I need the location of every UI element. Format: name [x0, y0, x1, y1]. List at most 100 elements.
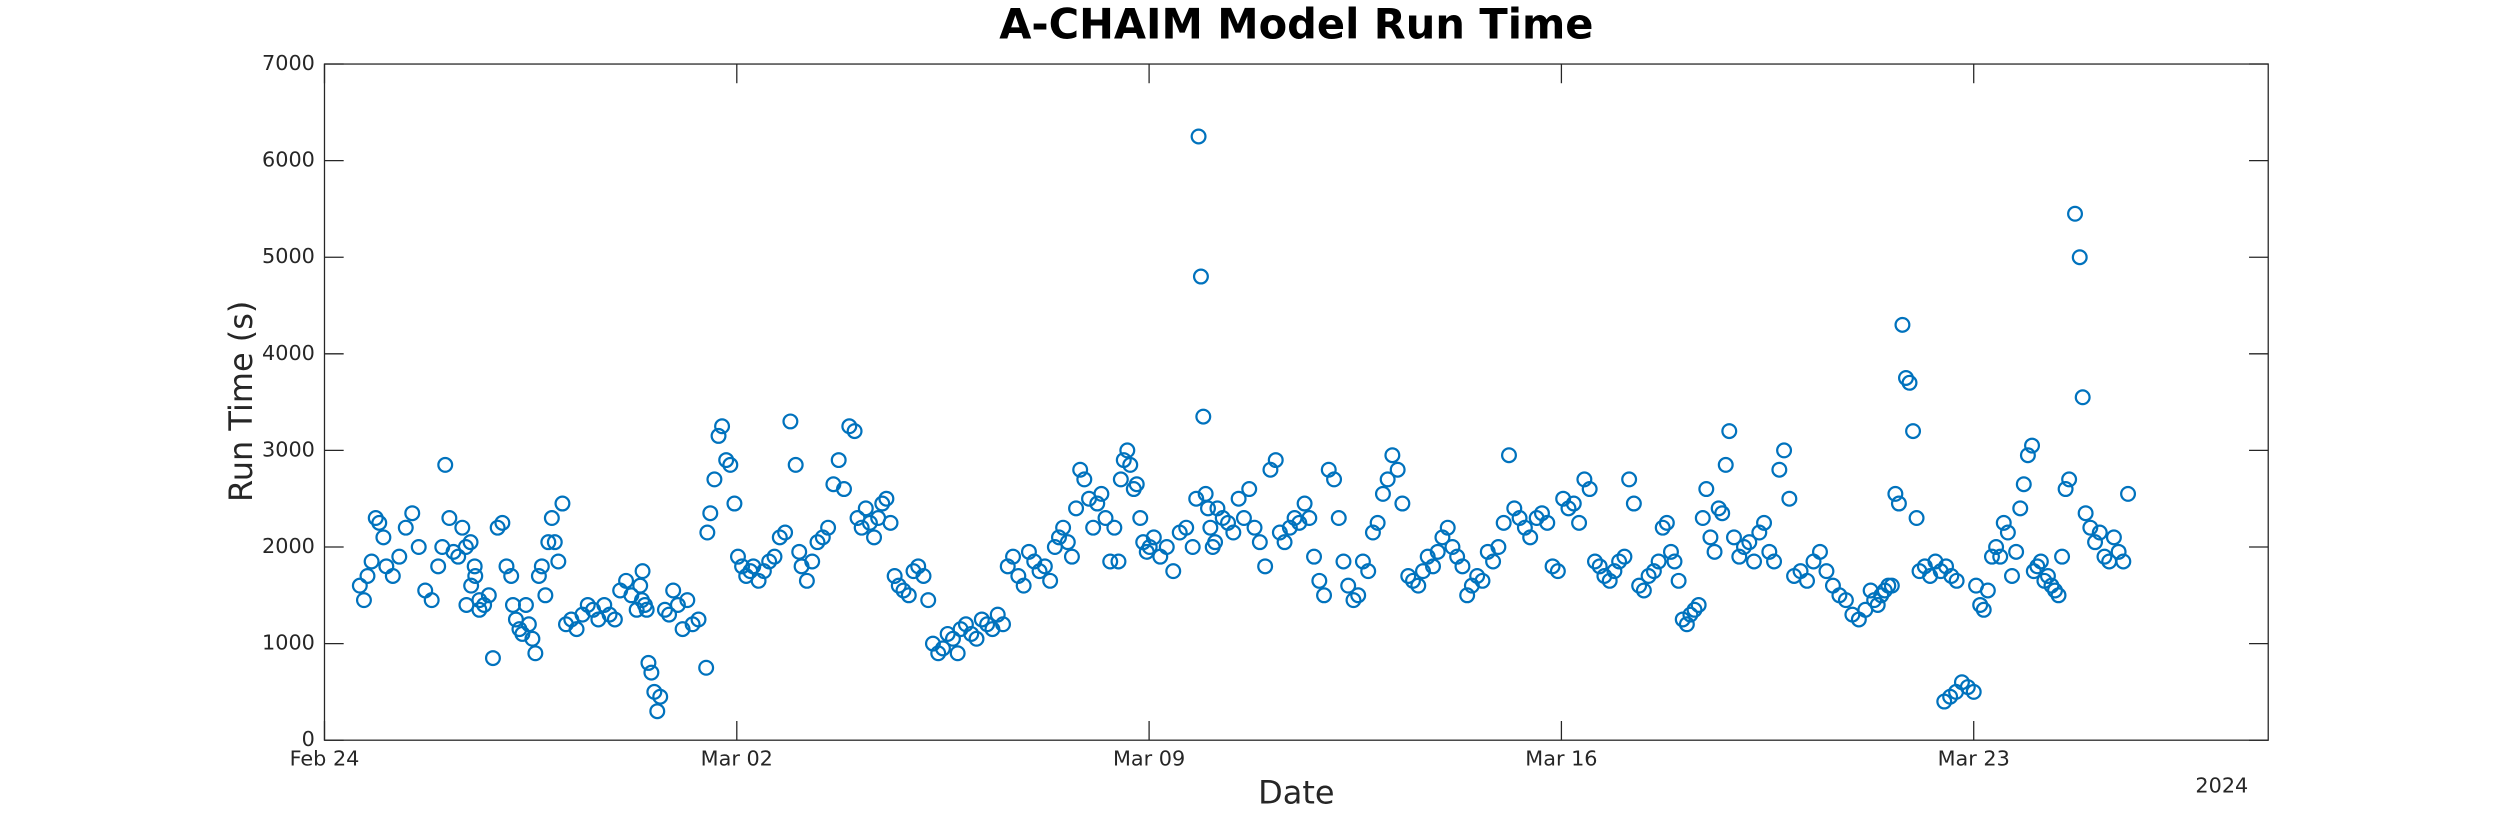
data-point	[1444, 539, 1461, 555]
data-point	[450, 548, 467, 565]
data-point	[1983, 548, 2000, 565]
data-point	[1490, 539, 1507, 555]
data-point	[1698, 481, 1715, 498]
data-point	[1901, 374, 1918, 391]
data-point	[1439, 519, 1456, 536]
data-point	[1611, 553, 1628, 570]
data-point	[1178, 519, 1195, 536]
data-point	[710, 427, 727, 444]
data-point	[2067, 205, 2084, 222]
data-point	[1165, 563, 1182, 580]
data-point	[1725, 529, 1742, 546]
data-point	[1905, 423, 1922, 440]
data-point	[1591, 558, 1608, 575]
data-point	[1751, 524, 1768, 541]
data-point	[1271, 524, 1288, 541]
data-point	[699, 524, 716, 541]
data-point	[886, 567, 903, 584]
data-point	[355, 592, 372, 609]
y-axis-label: Run Time (s)	[222, 301, 260, 502]
data-point	[530, 567, 547, 584]
data-point	[1132, 510, 1149, 527]
data-point	[579, 596, 596, 613]
data-point	[1771, 461, 1788, 478]
y-tick-label: 4000	[262, 341, 315, 365]
data-point	[606, 611, 623, 628]
data-point	[1544, 558, 1561, 575]
data-point	[2110, 543, 2127, 560]
data-point	[1145, 529, 1162, 546]
data-point	[1625, 495, 1642, 512]
data-point	[1251, 534, 1268, 551]
data-point	[920, 592, 937, 609]
data-point	[652, 688, 669, 705]
data-point	[853, 519, 870, 536]
data-point	[1645, 563, 1662, 580]
x-axis-year: 2024	[2195, 774, 2248, 798]
data-point	[679, 592, 696, 609]
data-point	[2120, 485, 2137, 502]
data-point	[930, 645, 947, 662]
data-point	[1581, 481, 1598, 498]
data-point	[1192, 268, 1209, 285]
data-point	[1522, 529, 1539, 546]
data-point	[1596, 567, 1613, 584]
y-tick-label: 7000	[262, 51, 315, 75]
data-point	[2019, 447, 2036, 464]
data-point	[718, 452, 735, 469]
data-point	[1943, 567, 1960, 584]
data-point	[2061, 471, 2078, 488]
data-point	[1616, 548, 1633, 565]
data-point	[1015, 577, 1032, 594]
data-point	[777, 524, 794, 541]
data-point	[634, 563, 651, 580]
data-point	[437, 456, 454, 473]
data-point	[520, 616, 537, 633]
data-point	[1894, 316, 1911, 333]
data-point	[1410, 577, 1427, 594]
data-point	[466, 558, 483, 575]
data-point	[1400, 567, 1417, 584]
data-point	[2082, 519, 2099, 536]
data-point	[2004, 567, 2020, 584]
data-point	[423, 592, 440, 609]
data-point	[2096, 548, 2113, 565]
data-point	[1360, 563, 1377, 580]
x-tick-label: Mar 09	[1113, 746, 1185, 770]
data-point	[1640, 567, 1657, 584]
data-point	[1469, 567, 1486, 584]
data-point	[476, 596, 493, 613]
data-point	[841, 418, 858, 435]
data-point	[1128, 476, 1145, 493]
data-point	[1246, 519, 1263, 536]
data-point	[1799, 572, 1816, 589]
data-point	[638, 601, 655, 618]
data-point	[1631, 577, 1648, 594]
data-point	[1761, 543, 1778, 560]
data-point	[1340, 577, 1357, 594]
data-point	[384, 567, 401, 584]
x-tick-label: Mar 02	[701, 746, 773, 770]
data-point	[1565, 495, 1582, 512]
data-point	[503, 567, 520, 584]
data-point	[457, 539, 474, 555]
data-point	[1326, 471, 1343, 488]
data-point	[698, 659, 715, 676]
data-point	[1184, 539, 1201, 555]
data-point	[734, 558, 751, 575]
data-point	[363, 553, 380, 570]
data-point	[702, 505, 719, 522]
chart-title: A-CHAIM Model Run Time	[999, 0, 1593, 48]
data-point	[1257, 558, 1274, 575]
data-point	[1601, 572, 1618, 589]
data-point	[1459, 587, 1476, 604]
data-point	[1389, 461, 1406, 478]
data-point	[1089, 495, 1106, 512]
data-point	[1539, 514, 1556, 531]
data-point	[498, 558, 515, 575]
data-point	[1999, 524, 2016, 541]
data-point	[1549, 563, 1566, 580]
data-point	[1050, 529, 1067, 546]
data-point	[1702, 529, 1719, 546]
y-tick-label: 3000	[262, 437, 315, 461]
